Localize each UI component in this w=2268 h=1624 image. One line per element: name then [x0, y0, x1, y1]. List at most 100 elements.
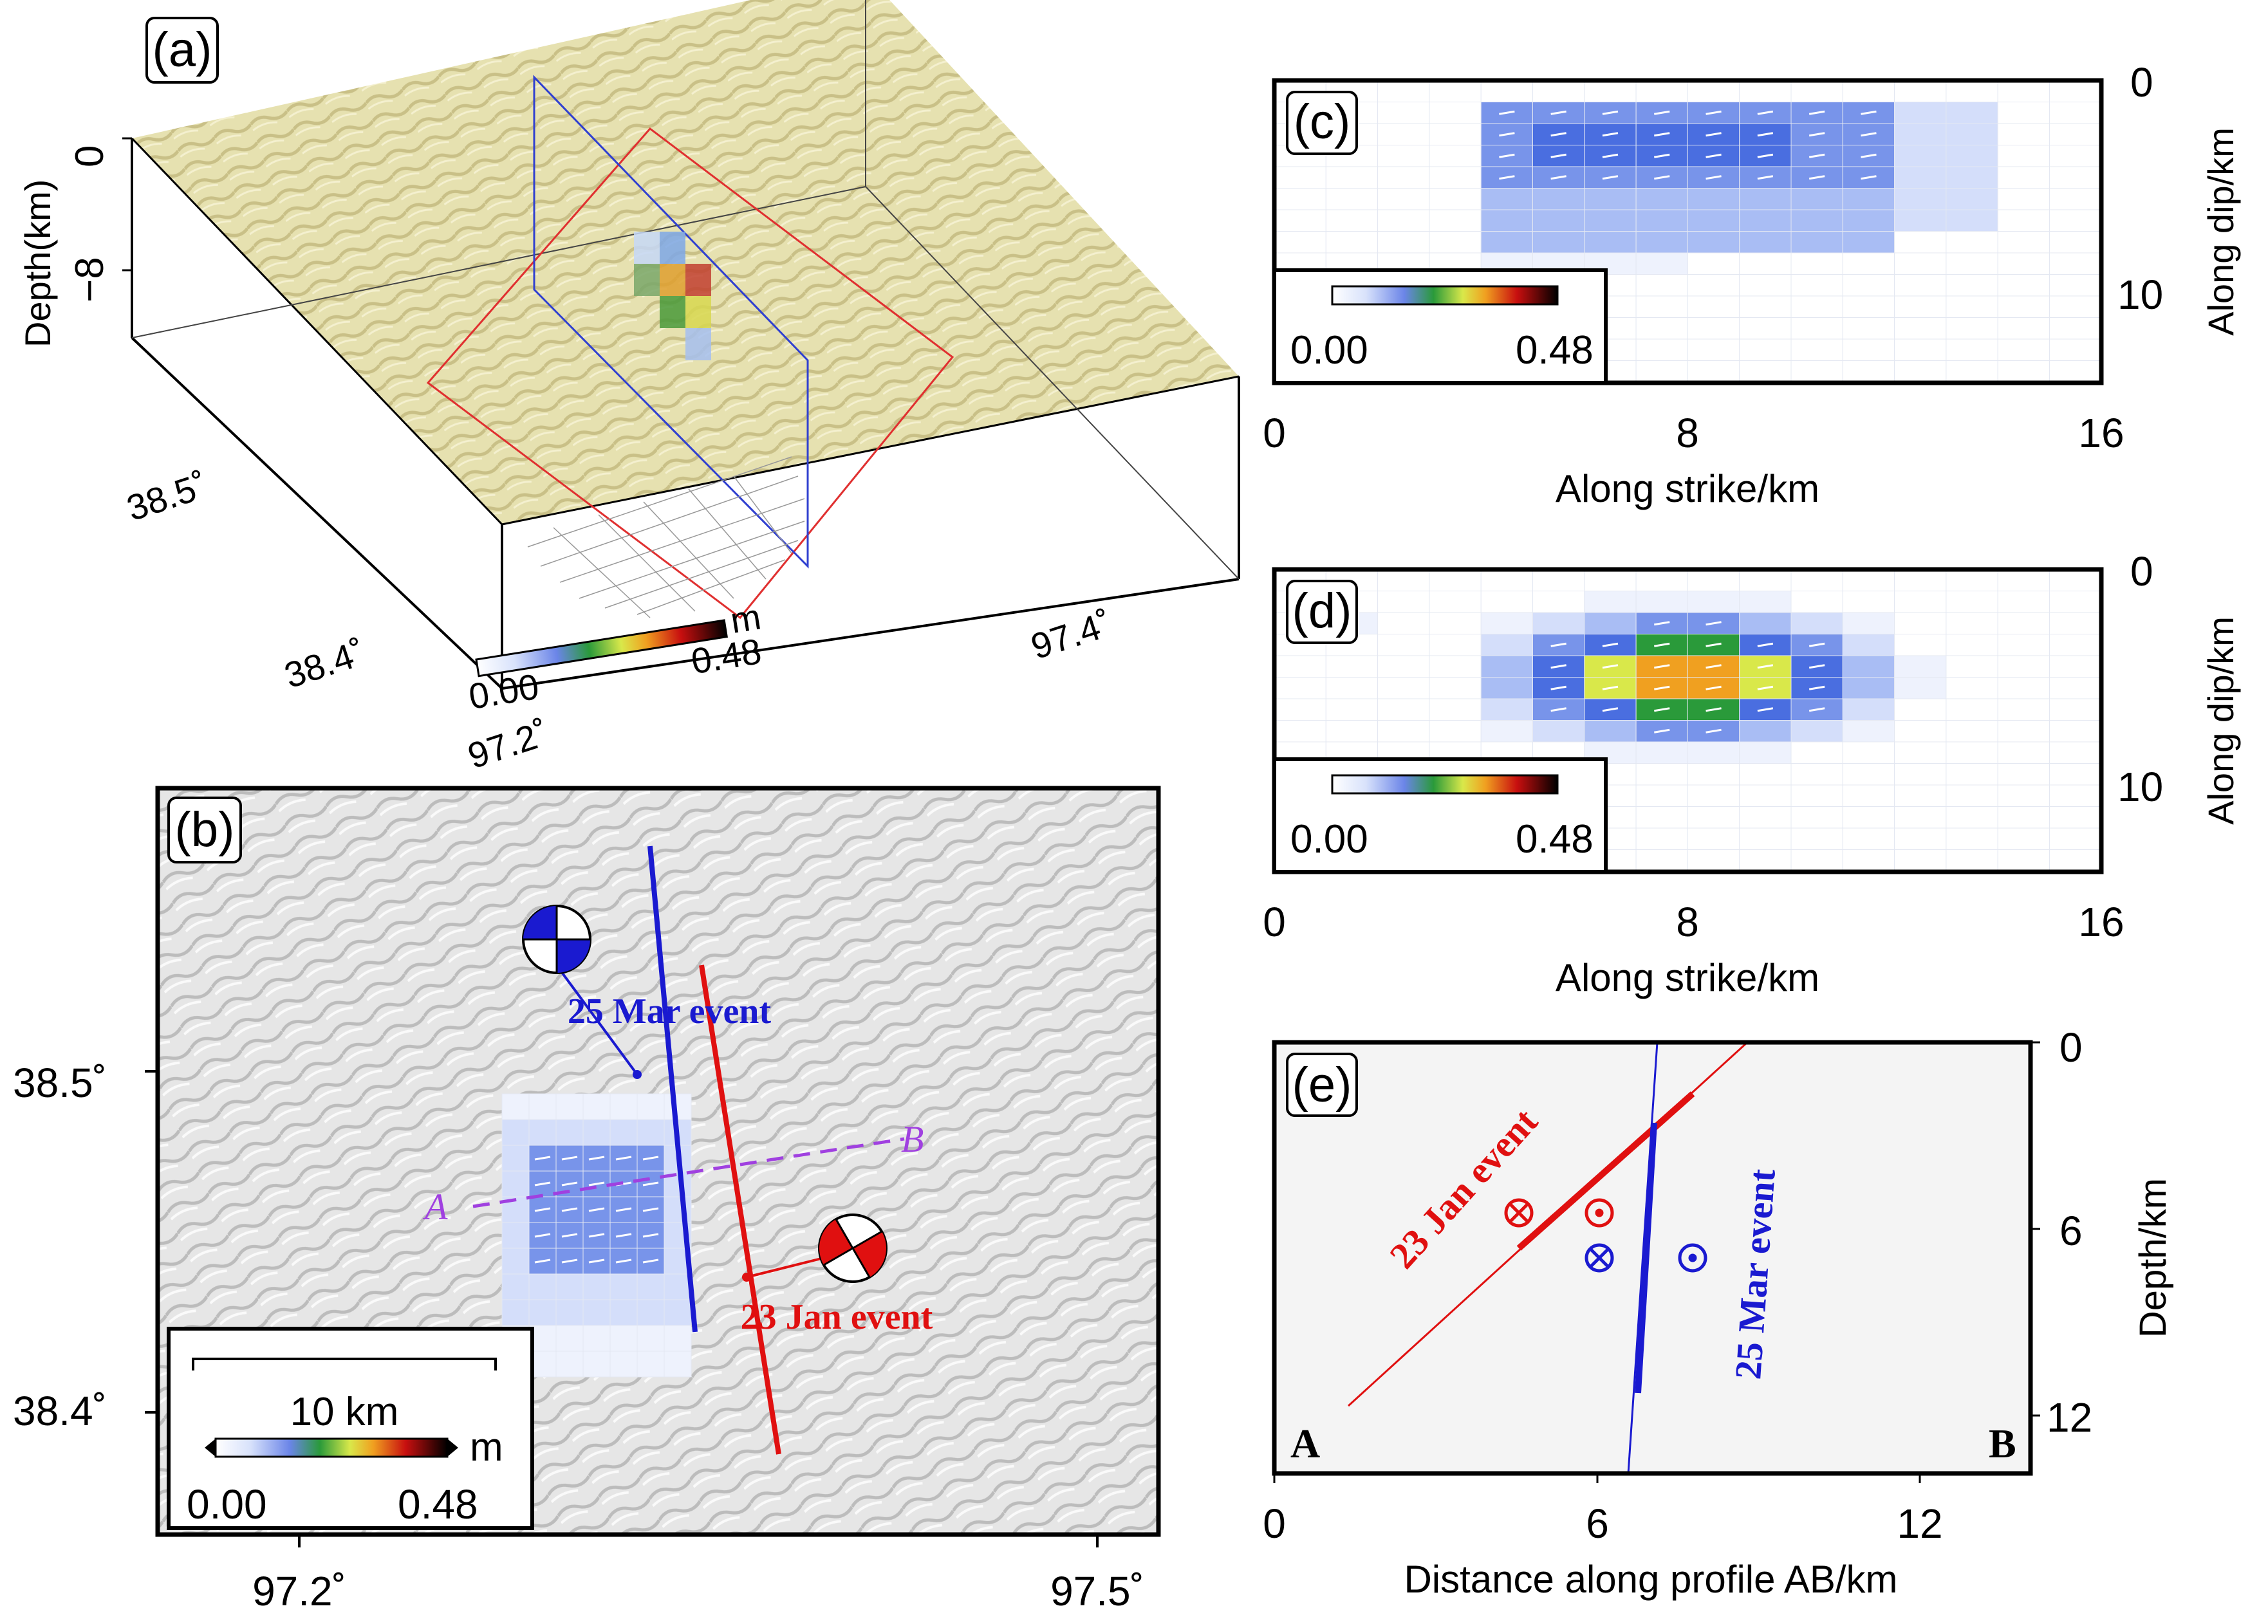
- slip-cell: [1635, 274, 1688, 297]
- slip-cell: [1532, 591, 1585, 613]
- slip-cell: [1894, 655, 1947, 678]
- slip-cell: [1377, 612, 1430, 634]
- slip-cell: [1480, 655, 1533, 678]
- box-edge: [865, 186, 1240, 580]
- slip-cell: [1377, 634, 1430, 656]
- slip-cell: [1997, 166, 2050, 189]
- slip-cell: [1946, 698, 1998, 721]
- slip-cell: [1894, 763, 1947, 786]
- slip-vector-arrow: [1706, 153, 1722, 158]
- slip-cell: [1790, 80, 1843, 102]
- plot-frame: [1272, 1040, 2033, 1476]
- slip-cell: [637, 1325, 665, 1352]
- slip-cell: [1377, 677, 1430, 699]
- slip-cell: [1790, 231, 1843, 254]
- slip-vector-arrow: [561, 1259, 578, 1264]
- slip-cell: [1687, 231, 1740, 254]
- slip-cell: [1790, 849, 1843, 872]
- slip-cell: [609, 1273, 638, 1300]
- slip-cell: [582, 1119, 611, 1146]
- slip-cell: [1480, 634, 1533, 656]
- slip-cell: [1325, 655, 1379, 678]
- slip-cell: [1894, 591, 1947, 613]
- slip-cell: [1894, 123, 1947, 145]
- slip-cell: [582, 1273, 611, 1300]
- slip-cell: [1997, 806, 2050, 829]
- slip-cell: [1997, 80, 2050, 102]
- slip-cell: [2049, 849, 2102, 872]
- slip-cell: [1997, 698, 2050, 721]
- slip-cell: [1325, 698, 1379, 721]
- slip-cell: [1480, 209, 1533, 232]
- slip-cell: [1997, 827, 2050, 850]
- slip-cell: [1946, 634, 1998, 656]
- slip-cell: [609, 1119, 638, 1146]
- colorbar-max: 0.48: [398, 1481, 478, 1527]
- slip-cell: [1997, 209, 2050, 232]
- slip-cell: [1532, 188, 1585, 210]
- slip-cell: [1842, 806, 1895, 829]
- slip-vector-arrow: [534, 1207, 551, 1212]
- slip-cell: [2049, 231, 2102, 254]
- slip-vector-arrow: [1757, 685, 1774, 690]
- slip-vector-arrow: [1706, 707, 1722, 712]
- slip-vector-arrow: [1602, 175, 1619, 180]
- slip-vector-arrow: [534, 1156, 551, 1161]
- slip-vector-arrow: [1499, 153, 1515, 158]
- slip-cell: [501, 1248, 530, 1275]
- slip-vector-arrow: [1808, 175, 1825, 180]
- slip-cell: [1429, 209, 1482, 232]
- slip-cell: [1894, 849, 1947, 872]
- slip-cell: [664, 1299, 692, 1326]
- slip-cell: [1635, 849, 1688, 872]
- slip-vector-arrow: [561, 1181, 578, 1186]
- panel-label: (b): [175, 802, 235, 857]
- slip-cell: [1635, 591, 1688, 613]
- slip-cell: [1894, 806, 1947, 829]
- scale-bar-label: 10 km: [290, 1390, 399, 1434]
- slip-cell: [1946, 317, 1998, 340]
- colorbar-unit: m: [728, 596, 764, 641]
- slip-cell: [1429, 698, 1482, 721]
- slip-cell: [1687, 741, 1740, 764]
- slip-cell: [2049, 763, 2102, 786]
- panel-c: (c) 0.00 0.48 0 8 16 Along strike/km 0 1…: [1263, 59, 2241, 510]
- slip-cell: [582, 1351, 611, 1378]
- slip-cell: [1946, 338, 1998, 361]
- slip-cell: [1946, 209, 1998, 232]
- slip-vector-arrow: [1808, 132, 1825, 137]
- slip-cell: [1325, 231, 1379, 254]
- slip-cell: [1946, 102, 1998, 124]
- slip-cell: [1274, 209, 1326, 232]
- slip-cell: [1997, 741, 2050, 764]
- slip-cell: [2049, 317, 2102, 340]
- x-axis-title: Along strike/km: [1556, 956, 1819, 999]
- slip-vector-arrow: [534, 1233, 551, 1238]
- colorbar-c: [1331, 285, 1559, 306]
- slip-cell: [1739, 231, 1792, 254]
- slip-cell: [1687, 338, 1740, 361]
- slip-cell: [1687, 763, 1740, 786]
- slip-vector-arrow: [642, 1207, 659, 1212]
- slip-cell: [1946, 123, 1998, 145]
- slip-vector-arrow: [642, 1259, 659, 1264]
- slip-cell: [2049, 677, 2102, 699]
- slip-cell: [1429, 634, 1482, 656]
- slip-cell: [1429, 188, 1482, 210]
- slip-cell: [1997, 338, 2050, 361]
- slip-cell: [1429, 80, 1482, 102]
- slip-vector-arrow: [1706, 621, 1722, 626]
- slip-cell: [1687, 591, 1740, 613]
- map-frame: [155, 786, 1161, 1537]
- x-tick: 8: [1676, 410, 1699, 456]
- slip-vector-arrow: [1706, 175, 1722, 180]
- slip-cell: [1997, 360, 2050, 383]
- slip-cell: [1739, 720, 1792, 743]
- slip-vector-arrow: [1861, 132, 1877, 137]
- slip-cell: [637, 1351, 665, 1378]
- lon-tick: 97.5˚: [1050, 1568, 1144, 1614]
- slip-cell: [1584, 188, 1637, 210]
- panel-d: (d) 0.00 0.48 0 8 16 Along strike/km 0 1…: [1263, 548, 2241, 999]
- slip-cell: [1894, 209, 1947, 232]
- slip-cell: [1584, 80, 1637, 102]
